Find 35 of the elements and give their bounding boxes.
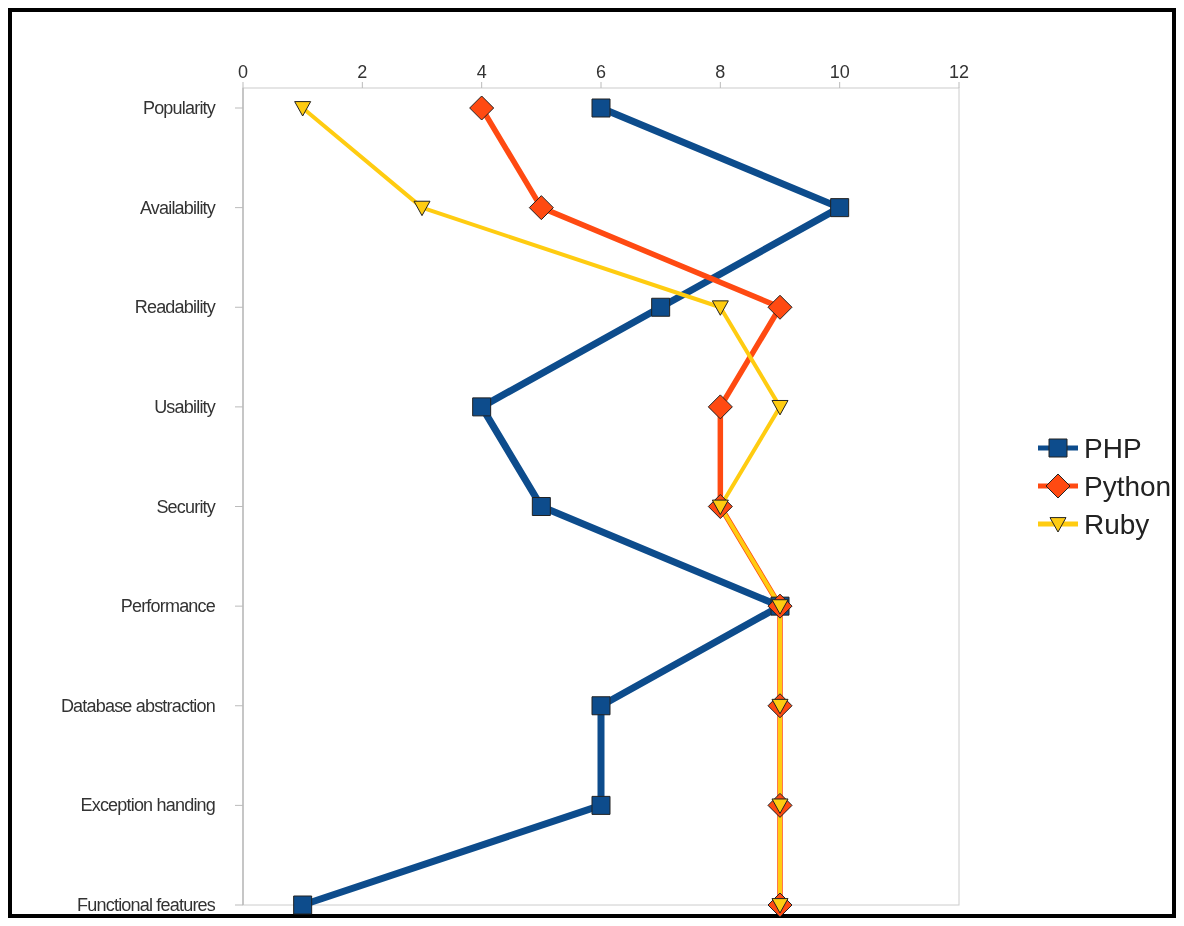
x-tick-label: 12 bbox=[948, 62, 970, 82]
point bbox=[771, 399, 789, 416]
point bbox=[651, 297, 671, 317]
legend-label: PHP bbox=[1084, 433, 1142, 464]
x-tick-label: 4 bbox=[476, 62, 487, 82]
point bbox=[528, 195, 554, 221]
y-tick-label: Usability bbox=[154, 396, 216, 417]
x-tick-label: 2 bbox=[357, 62, 368, 82]
x-tick-label: 0 bbox=[237, 62, 249, 82]
point bbox=[293, 895, 313, 915]
y-tick-label: Performance bbox=[120, 596, 216, 617]
point bbox=[472, 397, 492, 417]
y-tick-label: Exception handing bbox=[80, 795, 215, 816]
point bbox=[767, 294, 793, 320]
point bbox=[469, 95, 495, 121]
y-tick-label: Popularity bbox=[142, 98, 216, 118]
y-tick-label: Database abstraction bbox=[60, 695, 215, 716]
y-tick-label: Functional features bbox=[77, 895, 216, 915]
point bbox=[531, 497, 551, 516]
y-tick-label: Security bbox=[156, 496, 216, 517]
point bbox=[591, 98, 611, 118]
point bbox=[711, 300, 729, 316]
point bbox=[413, 200, 431, 217]
legend-label: Python bbox=[1084, 471, 1172, 502]
point bbox=[294, 101, 312, 117]
legend-label: Ruby bbox=[1084, 509, 1150, 540]
point bbox=[591, 795, 611, 815]
x-tick-label: 10 bbox=[829, 62, 850, 82]
x-tick-label: 8 bbox=[715, 62, 726, 82]
y-tick-label: Availability bbox=[139, 197, 216, 218]
point bbox=[707, 394, 733, 420]
x-tick-label: 6 bbox=[595, 62, 607, 82]
y-tick-label: Readability bbox=[134, 297, 216, 318]
point bbox=[591, 696, 611, 716]
point bbox=[830, 198, 850, 218]
